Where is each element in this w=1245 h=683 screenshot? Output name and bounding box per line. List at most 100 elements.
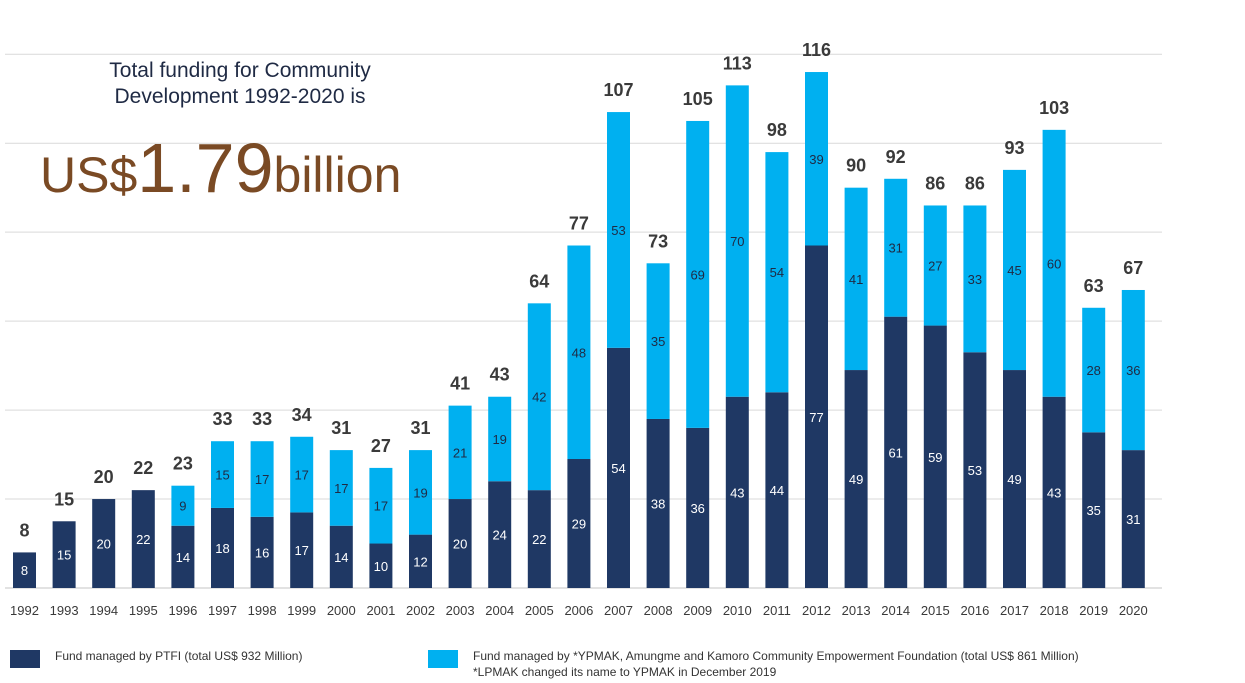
x-tick-label: 2015 [921, 603, 950, 618]
data-label-ptfi: 43 [1047, 485, 1061, 500]
data-label-ptfi: 61 [888, 445, 902, 460]
total-label: 27 [371, 436, 391, 456]
total-label: 116 [802, 40, 831, 60]
total-label: 107 [603, 80, 633, 100]
bar-ptfi [963, 352, 987, 588]
bar-ptfi [409, 534, 432, 588]
x-tick-label: 2019 [1079, 603, 1108, 618]
data-label-ptfi: 38 [651, 496, 665, 511]
data-label-ypmak: 45 [1007, 263, 1021, 278]
x-tick-label: 2009 [683, 603, 712, 618]
bar-ypmak [329, 450, 353, 526]
bar-ypmak [1003, 169, 1026, 371]
bar-ypmak [211, 441, 234, 508]
legend-item-ypmak: Fund managed by *YPMAK, Amungme and Kamo… [428, 648, 1240, 682]
bar-ypmak [884, 178, 908, 317]
bar-ypmak [1121, 289, 1145, 451]
total-label: 63 [1084, 276, 1104, 296]
bar-ptfi [805, 245, 828, 588]
bar-ypmak [1042, 129, 1066, 397]
data-label-ptfi: 77 [809, 410, 823, 425]
data-label-ptfi: 36 [690, 501, 704, 516]
bar-ptfi [250, 516, 274, 588]
x-tick-label: 2016 [960, 603, 989, 618]
bar-ypmak [844, 187, 868, 371]
bar-ptfi [607, 347, 630, 588]
data-label-ypmak: 53 [611, 223, 625, 238]
x-tick-label: 1996 [168, 603, 197, 618]
legend-footnote: *LPMAK changed its name to YPMAK in Dece… [473, 665, 777, 679]
x-tick-label: 2002 [406, 603, 435, 618]
data-label-ypmak: 54 [770, 265, 784, 280]
data-label-ptfi: 14 [334, 550, 348, 565]
bar-ptfi [1121, 450, 1145, 588]
total-label: 103 [1039, 98, 1069, 118]
data-label-ptfi: 16 [255, 545, 269, 560]
x-tick-label: 2000 [327, 603, 356, 618]
bar-ypmak [607, 112, 630, 348]
data-label-ptfi: 44 [770, 483, 784, 498]
bar-ptfi [329, 525, 353, 588]
bar-ypmak [369, 467, 393, 544]
total-label: 41 [450, 374, 470, 394]
data-label-ptfi: 24 [492, 528, 506, 543]
bar-ptfi [488, 481, 512, 588]
x-tick-label: 2013 [842, 603, 871, 618]
headline-line-1: Total funding for Community [109, 59, 371, 82]
data-label-ptfi: 22 [532, 532, 546, 547]
data-label-ypmak: 17 [334, 481, 348, 496]
bar-ptfi [131, 490, 155, 588]
data-label-ptfi: 17 [294, 543, 308, 558]
total-label: 34 [292, 405, 312, 425]
total-label: 77 [569, 214, 589, 234]
bar-ypmak [765, 152, 789, 393]
data-label-ptfi: 20 [96, 537, 110, 552]
headline-line-2: Development 1992-2020 is [114, 85, 366, 108]
data-label-ptfi: 15 [57, 548, 71, 563]
data-label-ypmak: 41 [849, 272, 863, 287]
data-label-ypmak: 15 [215, 468, 229, 483]
bar-ptfi [765, 392, 789, 588]
data-label-ptfi: 31 [1126, 512, 1140, 527]
data-label-ypmak: 17 [294, 468, 308, 483]
data-label-ypmak: 17 [374, 499, 388, 514]
x-tick-label: 1992 [10, 603, 39, 618]
data-label-ypmak: 35 [651, 334, 665, 349]
x-tick-label: 1995 [129, 603, 158, 618]
bar-ypmak [963, 205, 987, 353]
legend-item-ptfi: Fund managed by PTFI (total US$ 932 Mill… [10, 648, 390, 678]
bar-ptfi [1042, 396, 1066, 588]
bar-ypmak [448, 405, 472, 500]
x-tick-label: 1997 [208, 603, 237, 618]
bar-ptfi [844, 370, 868, 588]
x-tick-label: 2014 [881, 603, 910, 618]
total-label: 67 [1123, 258, 1143, 278]
total-label: 8 [19, 520, 29, 540]
x-tick-label: 1993 [50, 603, 79, 618]
total-label: 31 [410, 418, 430, 438]
data-label-ptfi: 29 [572, 517, 586, 532]
bar-ptfi [646, 418, 670, 588]
x-tick-label: 2003 [446, 603, 475, 618]
funding-headline: Total funding for Community Development … [40, 58, 440, 110]
bar-ypmak [409, 450, 432, 535]
x-tick-label: 1998 [248, 603, 277, 618]
data-label-ypmak: 27 [928, 259, 942, 274]
bar-ypmak [686, 120, 710, 428]
total-label: 73 [648, 231, 668, 251]
bar-ypmak [290, 436, 314, 513]
data-label-ptfi: 20 [453, 537, 467, 552]
data-label-ypmak: 60 [1047, 256, 1061, 271]
bar-ptfi [923, 325, 947, 588]
bar-ptfi [290, 512, 314, 588]
bar-ypmak [805, 72, 828, 246]
bar-ypmak [1082, 307, 1106, 433]
bar-ypmak [923, 205, 947, 326]
amount-unit: billion [273, 147, 402, 203]
total-label: 86 [965, 173, 985, 193]
total-label: 15 [54, 489, 74, 509]
x-tick-label: 2018 [1040, 603, 1069, 618]
bar-ptfi [13, 552, 36, 588]
x-tick-label: 2004 [485, 603, 514, 618]
bar-ptfi [527, 490, 551, 588]
